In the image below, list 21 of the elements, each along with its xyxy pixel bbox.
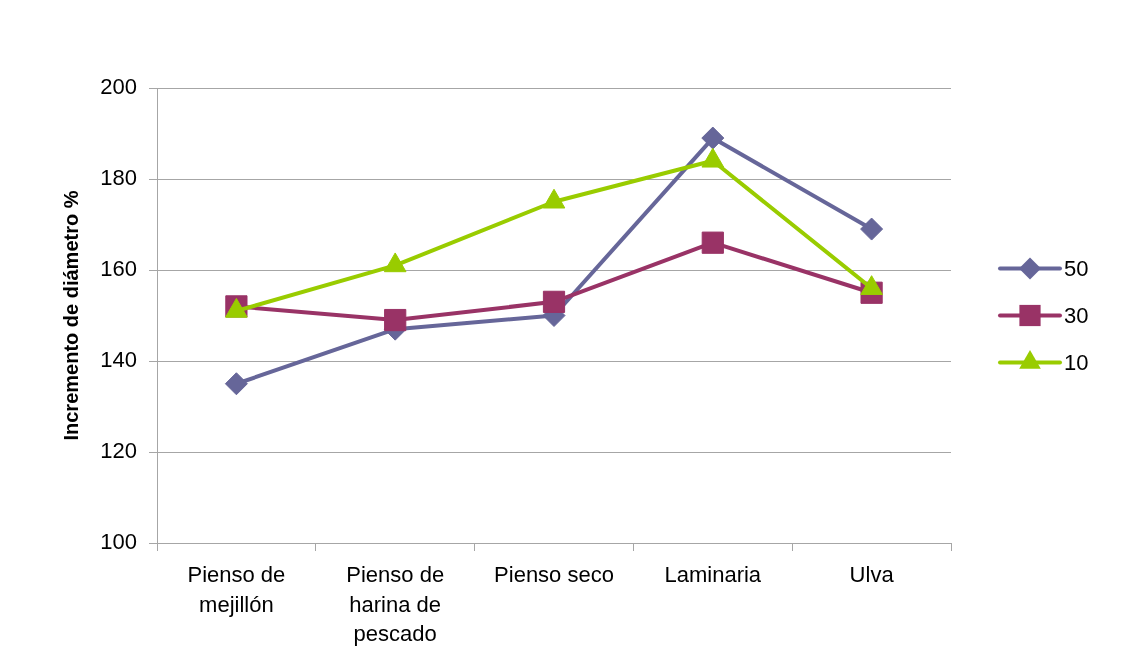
x-tick-label: Laminaria [664, 561, 762, 587]
point [701, 126, 725, 150]
legend-label: 30 [1064, 302, 1089, 328]
y-tick-label: 180 [100, 165, 137, 191]
point [860, 217, 884, 241]
x-tick-label: Pienso de harina de pescado [346, 561, 445, 647]
y-tick-label: 160 [100, 256, 137, 282]
y-tick-label: 100 [100, 529, 137, 555]
y-axis-title: Incremento de diámetro % [59, 190, 82, 441]
legend-label: 50 [1064, 255, 1089, 281]
y-tick-label: 140 [100, 347, 137, 373]
y-tick-label: 120 [100, 438, 137, 464]
point [384, 308, 407, 332]
point [224, 372, 248, 396]
point [701, 231, 724, 254]
x-tick-label: Ulva [849, 561, 895, 587]
y-tick-label: 200 [100, 74, 137, 100]
point [542, 290, 566, 313]
x-tick-label: Pienso seco [494, 561, 614, 587]
x-tick-label: Pienso de mejillón [187, 561, 286, 617]
legend-label: 10 [1064, 349, 1089, 375]
